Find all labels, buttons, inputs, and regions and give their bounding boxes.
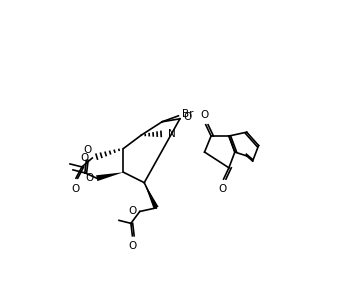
Text: O: O <box>128 241 137 251</box>
Text: O: O <box>72 184 80 194</box>
Text: O: O <box>80 153 89 163</box>
Text: O: O <box>84 145 92 155</box>
Text: O: O <box>183 112 192 122</box>
Text: O: O <box>85 173 93 183</box>
Text: O: O <box>218 184 226 194</box>
Text: O: O <box>200 110 208 120</box>
Text: Br: Br <box>182 109 194 119</box>
Text: O: O <box>128 206 137 217</box>
Polygon shape <box>96 172 123 181</box>
Polygon shape <box>144 183 159 209</box>
Text: N: N <box>168 129 176 139</box>
